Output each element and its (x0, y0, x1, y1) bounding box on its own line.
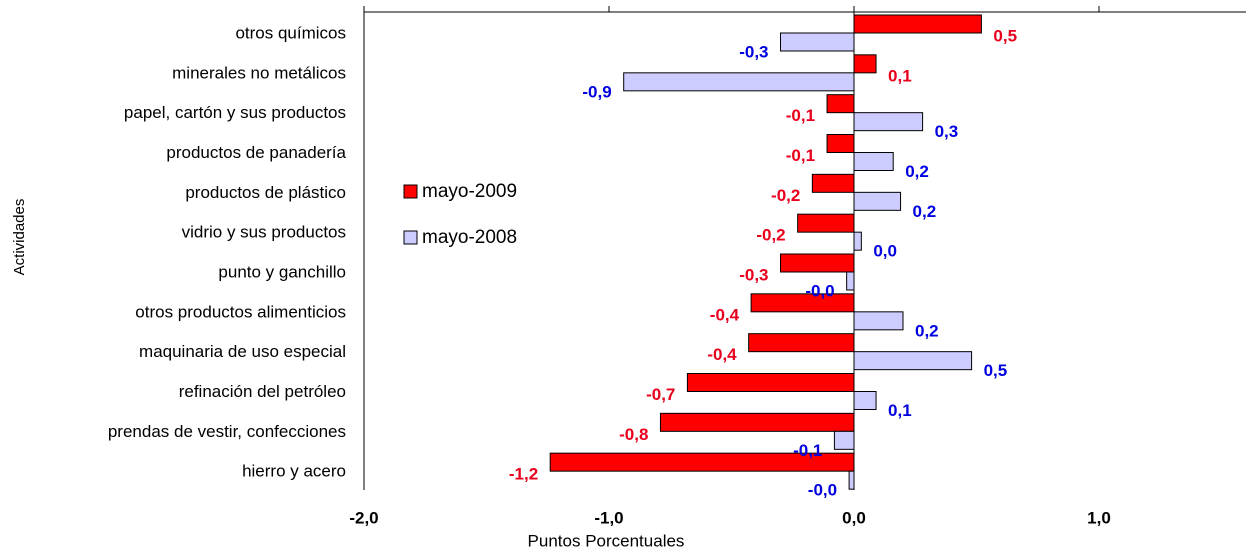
value-label: -0,3 (739, 42, 768, 61)
y-tick-label: productos de panadería (166, 143, 346, 162)
y-tick-label: otros productos alimenticios (135, 302, 346, 321)
bar (853, 231, 862, 251)
value-label: -0,4 (710, 305, 740, 324)
x-axis-title: Puntos Porcentuales (528, 531, 685, 550)
value-label: -0,8 (619, 425, 648, 444)
value-label: 0,5 (993, 26, 1017, 45)
value-label: 0,3 (935, 122, 959, 141)
value-label: -0,1 (786, 106, 815, 125)
x-tick-label: 0,0 (842, 508, 866, 527)
value-label: -0,1 (793, 441, 822, 460)
value-label: -1,2 (509, 465, 538, 484)
bar (853, 14, 982, 34)
y-tick-label: punto y ganchillo (218, 262, 346, 281)
value-label: -0,0 (808, 481, 837, 500)
bar (780, 32, 855, 52)
value-label: 0,2 (905, 162, 929, 181)
bar (826, 94, 855, 114)
x-tick-label: 1,0 (1087, 508, 1111, 527)
y-axis-title: Actividades (11, 199, 28, 276)
x-tick-label: -2,0 (349, 508, 378, 527)
bar (853, 152, 894, 171)
value-label: 0,5 (984, 361, 1008, 380)
value-label: -0,9 (582, 82, 611, 101)
y-tick-label: maquinaria de uso especial (139, 342, 346, 361)
bar (748, 333, 855, 353)
value-label: 0,1 (888, 401, 912, 420)
legend-label: mayo-2009 (422, 181, 517, 202)
bar (833, 430, 855, 450)
bar (853, 311, 904, 331)
value-label: 0,1 (888, 66, 912, 85)
y-tick-label: prendas de vestir, confecciones (108, 422, 346, 441)
bar (623, 72, 855, 92)
value-label: -0,4 (707, 345, 737, 364)
bar (848, 470, 855, 490)
y-tick-label: hierro y acero (242, 462, 346, 481)
y-tick-label: minerales no metálicos (172, 63, 346, 82)
bar (853, 351, 973, 371)
bar (659, 412, 855, 432)
x-tick-label: -1,0 (594, 508, 623, 527)
value-label: 0,0 (873, 242, 897, 261)
bar (853, 391, 877, 410)
bar (826, 134, 855, 153)
value-label: -0,3 (739, 265, 768, 284)
value-label: -0,2 (771, 186, 800, 205)
value-label: 0,2 (913, 202, 937, 221)
bar (750, 293, 855, 313)
bar (780, 253, 855, 273)
y-tick-label: otros químicos (235, 23, 346, 42)
legend-swatch (403, 230, 418, 245)
bar (811, 173, 855, 193)
bar (853, 112, 924, 132)
bar (853, 54, 877, 74)
y-tick-label: vidrio y sus productos (182, 223, 346, 242)
value-label: 0,2 (915, 321, 939, 340)
legend-label: mayo-2008 (422, 227, 517, 248)
y-tick-label: refinación del petróleo (179, 382, 346, 401)
value-label: -0,2 (756, 226, 785, 245)
value-label: -0,7 (646, 385, 675, 404)
legend-bg (370, 172, 550, 260)
bar (853, 191, 902, 211)
bar (797, 213, 855, 233)
bar (846, 271, 855, 291)
y-tick-label: papel, cartón y sus productos (124, 103, 346, 122)
value-label: -0,0 (805, 281, 834, 300)
legend-swatch (403, 184, 418, 199)
y-tick-label: productos de plástico (185, 183, 346, 202)
bar (686, 373, 855, 392)
value-label: -0,1 (786, 146, 815, 165)
